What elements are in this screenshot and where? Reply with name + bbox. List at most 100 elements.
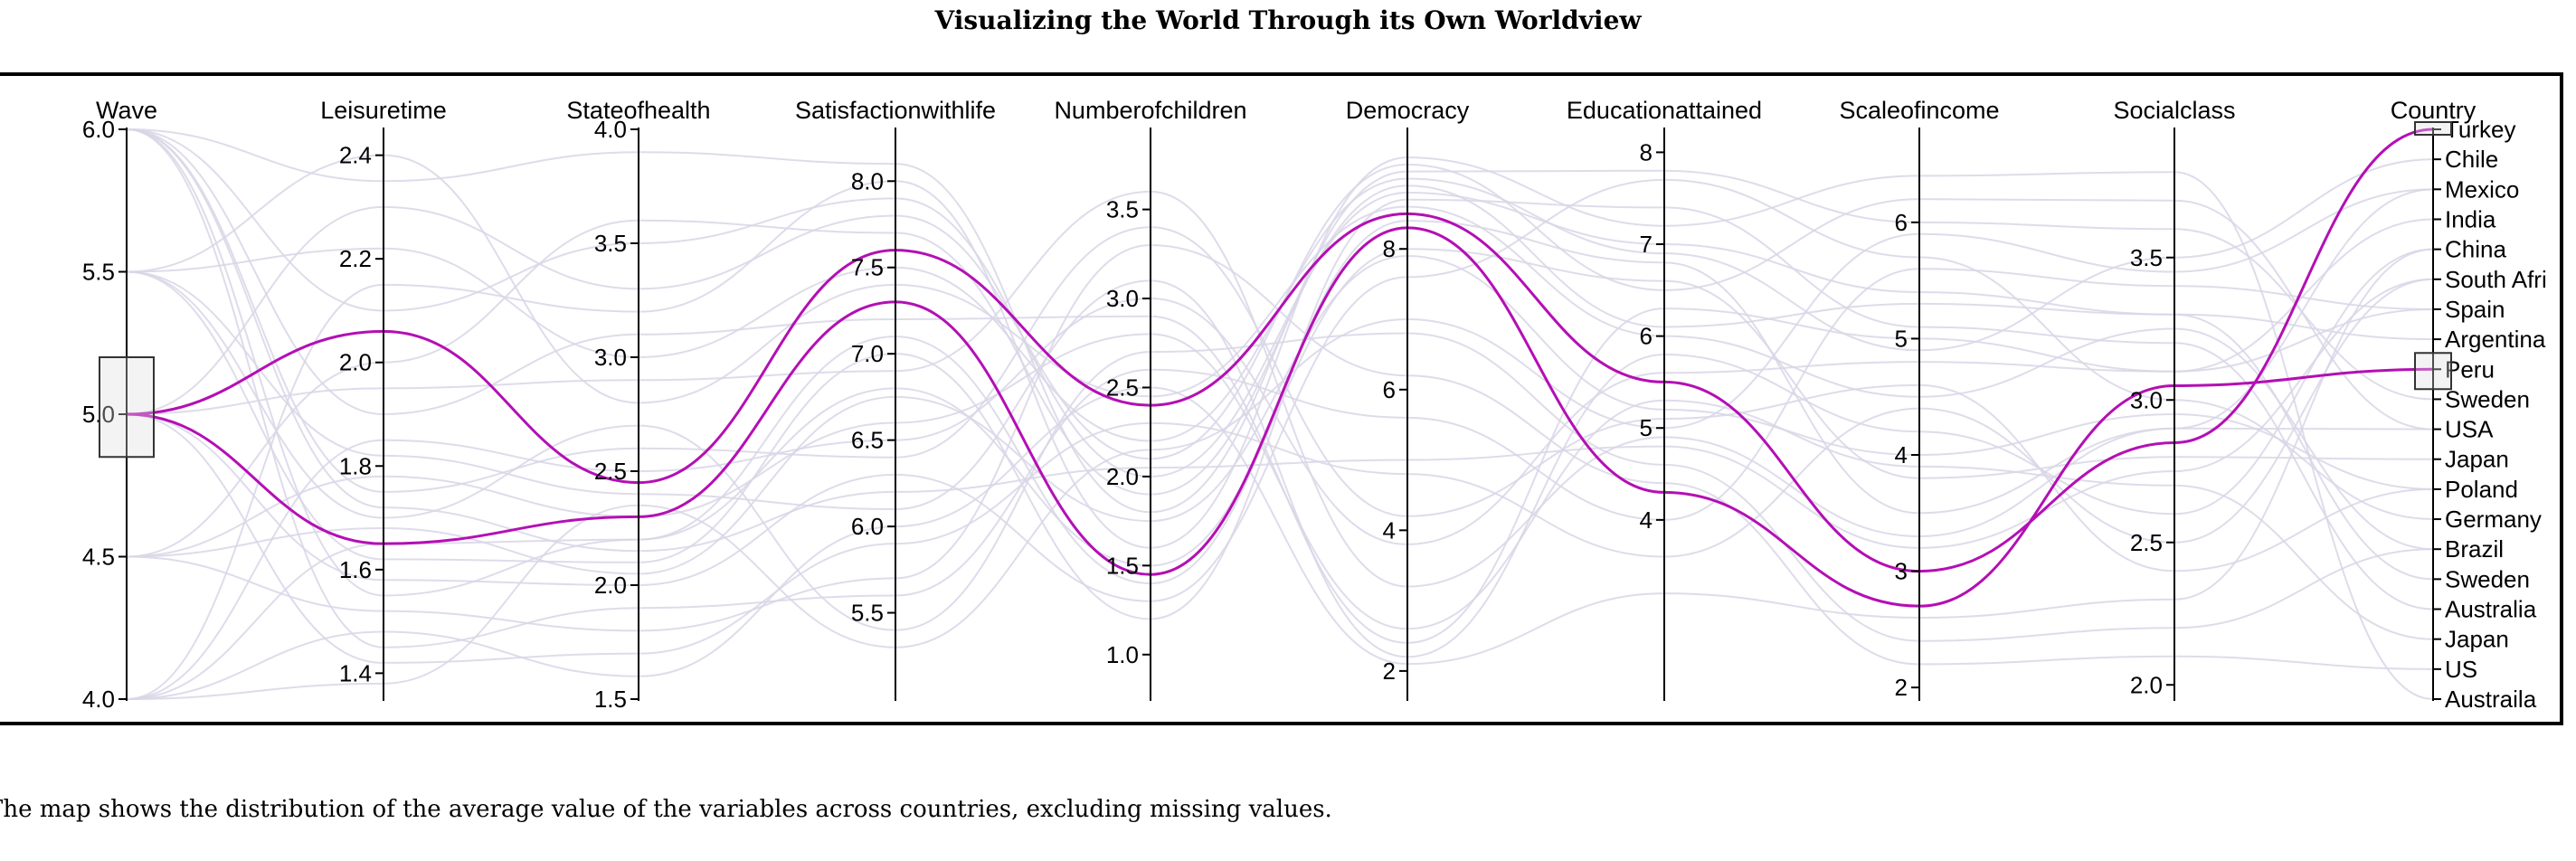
category-label: Australia — [2445, 596, 2537, 623]
tick-label: 5 — [1640, 414, 1653, 441]
category-label: Japan — [2445, 446, 2509, 473]
background-line — [126, 198, 2434, 620]
tick-label: 3 — [1895, 558, 1908, 585]
tick-label: 6.0 — [851, 513, 884, 540]
background-line — [126, 220, 2434, 700]
background-line — [126, 278, 2434, 664]
category-label: USA — [2445, 416, 2494, 443]
category-label: Sweden — [2445, 385, 2530, 412]
category-label: Germany — [2445, 506, 2542, 533]
tick-label: 5 — [1895, 325, 1908, 352]
tick-label: 7.5 — [851, 254, 884, 281]
tick-label: 5.5 — [82, 259, 115, 286]
highlighted-lines — [126, 128, 2434, 608]
category-label: US — [2445, 656, 2477, 683]
tick-label: 8 — [1640, 138, 1653, 166]
category-label: Japan — [2445, 626, 2509, 653]
tick-label: 2 — [1895, 674, 1908, 701]
tick-label: 1.0 — [1106, 641, 1139, 668]
background-line — [126, 333, 2434, 640]
axis-socialclass[interactable]: Socialclass 2.0 2.5 3.0 3.5 — [2113, 97, 2236, 701]
background-line — [126, 188, 2434, 588]
axis-stateofhealth[interactable]: Stateofhealth 1.5 2.0 2.5 3.0 3.5 4.0 — [566, 97, 710, 713]
category-label: Sweden — [2445, 565, 2530, 592]
tick-label: 2.5 — [1106, 374, 1139, 401]
axis-label: Scaleofincome — [1839, 97, 1999, 124]
axis-satisfactionwithlife[interactable]: Satisfactionwithlife 5.5 6.0 6.5 7.0 7.5 8.0 — [795, 97, 996, 701]
axis-scaleofincome[interactable]: Scaleofincome 2 3 4 5 6 — [1839, 97, 1999, 701]
brush-selection[interactable] — [99, 356, 155, 459]
tick-label: 4 — [1895, 441, 1908, 468]
tick-label: 3.0 — [594, 344, 627, 371]
axis-label: Socialclass — [2113, 97, 2235, 124]
tick-label: 1.4 — [339, 659, 372, 686]
highlighted-line[interactable] — [126, 226, 2434, 608]
axis-label: Wave — [96, 97, 157, 124]
background-line — [126, 254, 2434, 575]
tick-label: 2.2 — [339, 245, 372, 272]
axis-label: Numberofchildren — [1054, 97, 1246, 124]
category-label: Brazil — [2445, 535, 2504, 563]
tick-label: 5.0 — [82, 401, 115, 428]
background-line — [126, 128, 2434, 581]
category-label: China — [2445, 236, 2506, 263]
tick-label: 7 — [1640, 231, 1653, 258]
background-line — [126, 128, 2434, 553]
tick-label: 3.0 — [1106, 285, 1139, 312]
axis-label: Educationattained — [1567, 97, 1762, 124]
category-label: Turkey — [2445, 116, 2516, 143]
background-line — [126, 243, 2434, 670]
tick-label: 1.5 — [1106, 552, 1139, 579]
tick-label: 5.5 — [851, 600, 884, 627]
tick-label: 2.0 — [1106, 463, 1139, 490]
brush-selection[interactable] — [2414, 121, 2452, 136]
tick-label: 4.5 — [82, 544, 115, 571]
tick-label: 4 — [1640, 506, 1653, 534]
axis-label: Country — [2391, 97, 2477, 124]
axis-wave[interactable]: Wave 4.0 4.5 5.0 5.5 6.0 — [82, 97, 157, 713]
axis-label: Democracy — [1346, 97, 1470, 124]
background-line — [126, 188, 2434, 700]
category-label: Poland — [2445, 476, 2518, 503]
tick-label: 2.0 — [2130, 671, 2163, 698]
tick-label: 6 — [1895, 209, 1908, 236]
axis-numberofchildren[interactable]: Numberofchildren 1.0 1.5 2.0 2.5 3.0 3.5 — [1054, 97, 1247, 701]
background-line — [126, 163, 2434, 460]
tick-label: 3.0 — [2130, 386, 2163, 413]
axis-democracy[interactable]: Democracy 2 4 6 8 — [1346, 97, 1470, 701]
tick-label: 4 — [1383, 516, 1396, 544]
category-label: Peru — [2445, 355, 2495, 383]
category-label: Mexico — [2445, 175, 2519, 203]
tick-label: 6.5 — [851, 427, 884, 454]
background-line — [126, 248, 2434, 658]
background-lines — [126, 128, 2434, 700]
category-label: Chile — [2445, 146, 2498, 173]
background-line — [126, 156, 2434, 700]
tick-label: 3.5 — [2130, 244, 2163, 271]
axis-educationattained[interactable]: Educationattained 4 5 6 7 8 — [1567, 97, 1762, 701]
category-label: India — [2445, 205, 2496, 232]
tick-label: 8.0 — [851, 167, 884, 194]
tick-label: 4.0 — [82, 686, 115, 713]
tick-label: 6 — [1383, 376, 1396, 403]
category-label: South Afri — [2445, 266, 2547, 293]
page-title: Visualizing the World Through its Own Wo… — [934, 5, 1642, 35]
axis-leisuretime[interactable]: Leisuretime 1.4 1.6 1.8 2.0 2.2 2.4 — [320, 97, 447, 701]
background-line — [126, 298, 2434, 700]
background-line — [126, 128, 2434, 648]
tick-label: 8 — [1383, 235, 1396, 262]
background-line — [126, 128, 2434, 514]
axis-label: Satisfactionwithlife — [795, 97, 996, 124]
highlighted-line[interactable] — [126, 128, 2434, 573]
tick-label: 2.0 — [594, 572, 627, 599]
tick-label: 6 — [1640, 323, 1653, 350]
brush-selection[interactable] — [2414, 352, 2452, 391]
tick-label: 2.0 — [339, 349, 372, 376]
category-label: Austraila — [2445, 686, 2537, 713]
tick-label: 3.5 — [594, 230, 627, 257]
background-line — [126, 154, 2434, 551]
tick-label: 2.5 — [594, 458, 627, 485]
background-line — [126, 128, 2434, 597]
